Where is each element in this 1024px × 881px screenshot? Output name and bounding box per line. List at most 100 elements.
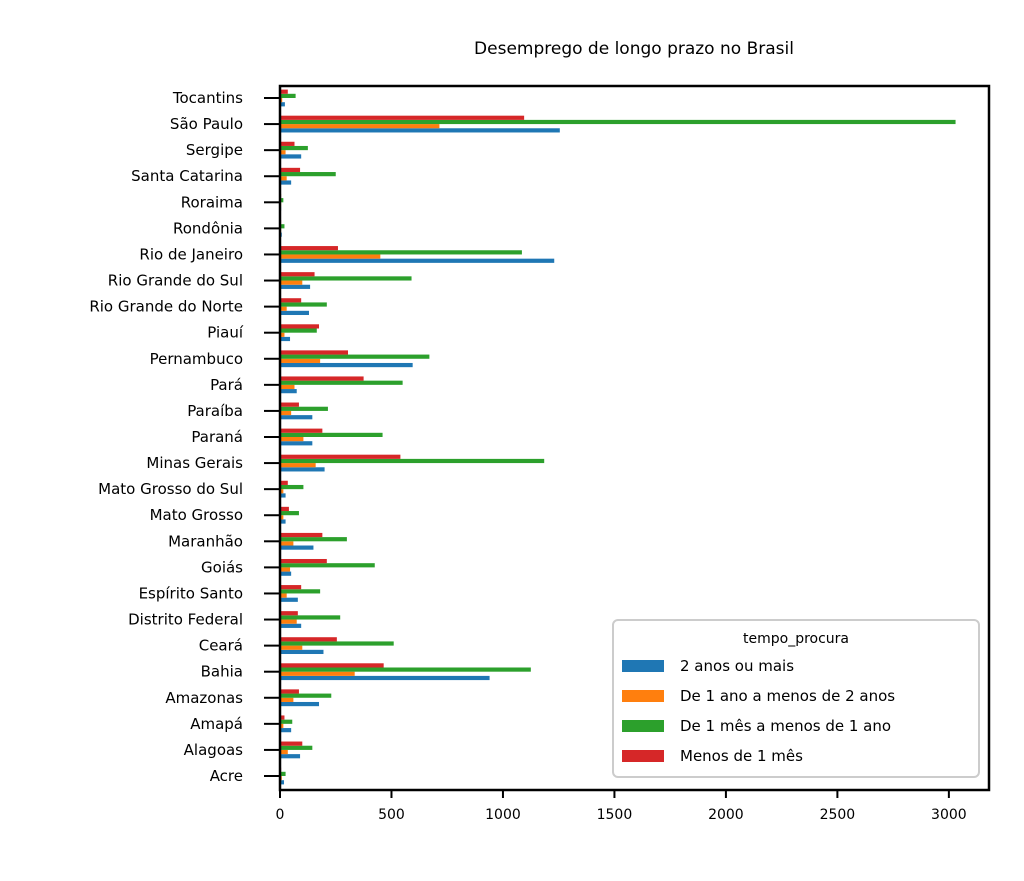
bar-minas-gerais-s2 <box>280 458 545 464</box>
bar-sao-paulo-s0 <box>280 128 560 133</box>
legend-swatch <box>622 690 664 702</box>
y-tick-label: Santa Catarina <box>131 167 243 185</box>
bar-goias-s2 <box>280 563 375 568</box>
bar-rio-de-janeiro-s2 <box>280 250 522 255</box>
y-tick-label: São Paulo <box>170 115 243 133</box>
bar-acre-s2 <box>280 771 286 776</box>
bar-piaui-s0 <box>280 336 291 342</box>
bar-mato-grosso-s0 <box>280 519 286 524</box>
y-tick-label: Maranhão <box>168 532 243 550</box>
y-axis: Acre Alagoas Amapá Amazonas Bahia Ceará Distri… <box>89 89 280 785</box>
bar-parana-s3 <box>280 428 323 433</box>
bar-ceara-s0 <box>280 649 324 655</box>
y-tick-label: Mato Grosso do Sul <box>98 480 243 498</box>
bar-sergipe-s1 <box>280 150 286 155</box>
bar-tocantins-s3 <box>280 89 288 94</box>
bar-rio-grande-do-norte-s3 <box>280 298 302 303</box>
bar-pernambuco-s1 <box>280 358 321 363</box>
bar-bahia-s2 <box>280 667 531 672</box>
y-tick-label: Rondônia <box>173 219 243 237</box>
legend-swatch <box>622 750 664 762</box>
bar-maranhao-s1 <box>280 541 294 546</box>
bars-group <box>280 89 956 785</box>
bar-alagoas-s1 <box>280 749 288 755</box>
y-tick-label: Tocantins <box>172 89 243 107</box>
bar-goias-s1 <box>280 567 291 572</box>
y-tick-label: Sergipe <box>186 141 243 159</box>
bar-minas-gerais-s1 <box>280 463 316 468</box>
y-tick-label: Pernambuco <box>150 350 243 368</box>
y-tick-label: Bahia <box>201 663 243 681</box>
bar-ceara-s3 <box>280 637 337 642</box>
bar-distrito-federal-s2 <box>280 615 341 620</box>
bar-mato-grosso-do-sul-s2 <box>280 484 304 490</box>
bar-piaui-s3 <box>280 324 320 329</box>
bar-pernambuco-s0 <box>280 362 413 368</box>
bar-mato-grosso-do-sul-s1 <box>280 489 284 494</box>
bar-distrito-federal-s3 <box>280 611 298 616</box>
y-tick-label: Rio Grande do Sul <box>108 272 243 290</box>
legend-label: 2 anos ou mais <box>680 657 794 675</box>
y-tick-label: Paraná <box>191 428 243 446</box>
x-tick-label: 2500 <box>820 807 856 823</box>
x-tick-label: 0 <box>276 807 285 823</box>
x-axis: 0 500 1000 1500 2000 2500 3000 <box>276 790 967 823</box>
bar-mato-grosso-do-sul-s0 <box>280 493 286 498</box>
bar-rio-grande-do-sul-s1 <box>280 280 303 285</box>
bar-espirito-santo-s1 <box>280 593 287 598</box>
bar-amapa-s3 <box>280 715 285 720</box>
legend-label: De 1 ano a menos de 2 anos <box>680 687 895 705</box>
bar-sergipe-s0 <box>280 154 302 159</box>
bar-santa-catarina-s2 <box>280 172 336 177</box>
bar-espirito-santo-s2 <box>280 589 321 594</box>
bar-minas-gerais-s3 <box>280 454 401 459</box>
bar-piaui-s2 <box>280 328 317 333</box>
y-tick-label: Distrito Federal <box>128 611 243 629</box>
bar-amazonas-s2 <box>280 693 332 698</box>
bar-tocantins-s2 <box>280 93 296 98</box>
bar-mato-grosso-s1 <box>280 515 284 520</box>
bar-ceara-s1 <box>280 645 303 650</box>
bar-maranhao-s0 <box>280 545 314 550</box>
y-tick-label: Paraíba <box>187 402 243 420</box>
bar-rio-grande-do-norte-s0 <box>280 310 309 316</box>
legend-swatch <box>622 720 664 732</box>
bar-parana-s1 <box>280 437 304 442</box>
x-tick-label: 3000 <box>931 807 967 823</box>
bar-paraiba-s1 <box>280 410 292 416</box>
x-tick-label: 500 <box>378 807 405 823</box>
y-tick-label: Goiás <box>201 558 243 576</box>
bar-minas-gerais-s0 <box>280 467 325 472</box>
bar-paraiba-s3 <box>280 402 299 407</box>
y-tick-label: Ceará <box>199 637 243 655</box>
bar-rio-grande-do-sul-s0 <box>280 284 311 289</box>
bar-bahia-s3 <box>280 663 384 668</box>
bar-rio-grande-do-norte-s2 <box>280 302 327 307</box>
bar-goias-s3 <box>280 558 327 564</box>
bar-maranhao-s2 <box>280 537 347 542</box>
bar-mato-grosso-s2 <box>280 511 299 516</box>
bar-amapa-s2 <box>280 719 293 724</box>
legend-label: Menos de 1 mês <box>680 747 803 765</box>
bar-rio-de-janeiro-s3 <box>280 246 338 251</box>
bar-santa-catarina-s3 <box>280 167 301 173</box>
bar-distrito-federal-s0 <box>280 623 302 628</box>
bar-amazonas-s1 <box>280 697 294 702</box>
bar-piaui-s1 <box>280 332 285 337</box>
bar-mato-grosso-s3 <box>280 506 289 512</box>
bar-santa-catarina-s1 <box>280 176 287 181</box>
chart-title: Desemprego de longo prazo no Brasil <box>474 39 794 59</box>
legend: tempo_procura 2 anos ou mais De 1 ano a m… <box>612 619 980 778</box>
bar-mato-grosso-do-sul-s3 <box>280 480 288 485</box>
legend-title: tempo_procura <box>743 631 849 647</box>
bar-sergipe-s3 <box>280 141 295 146</box>
bar-sao-paulo-s3 <box>280 115 525 120</box>
bar-goias-s0 <box>280 571 292 576</box>
bar-santa-catarina-s0 <box>280 180 292 185</box>
bar-rio-de-janeiro-s1 <box>280 254 381 259</box>
y-tick-label: Espírito Santo <box>139 584 243 602</box>
bar-rio-grande-do-sul-s2 <box>280 276 412 281</box>
bar-alagoas-s0 <box>280 754 301 759</box>
bar-acre-s0 <box>280 780 285 785</box>
